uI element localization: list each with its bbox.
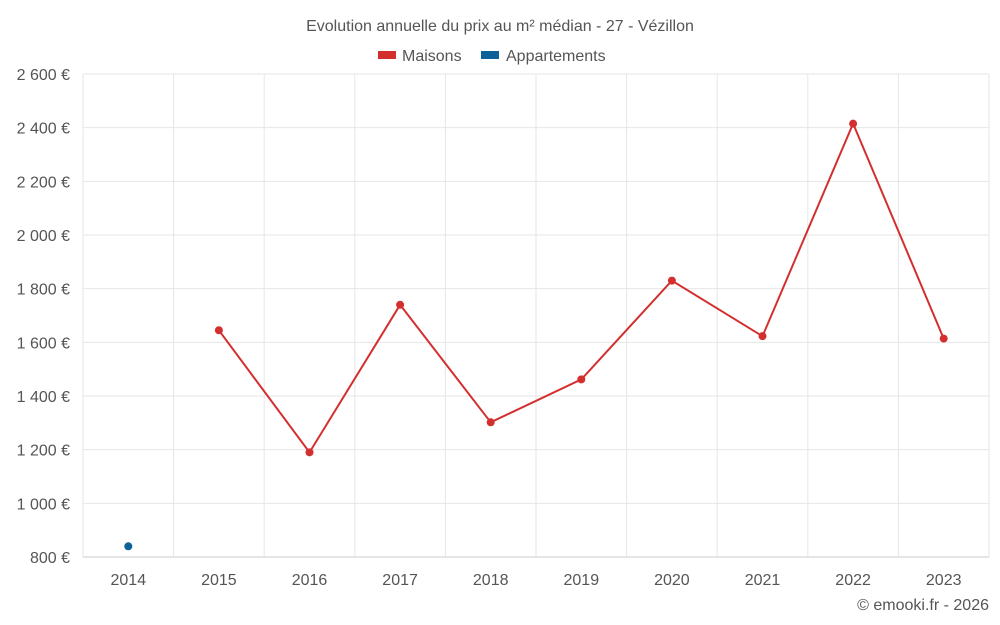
data-point-appartements-2014[interactable] <box>124 542 133 551</box>
legend: Maisons Appartements <box>378 48 606 65</box>
legend-item-appartements[interactable]: Appartements <box>481 48 606 65</box>
data-point-maisons-2023[interactable] <box>939 334 948 343</box>
x-tick-label: 2020 <box>654 572 690 589</box>
data-point-maisons-2020[interactable] <box>667 276 676 285</box>
x-tick-label: 2018 <box>473 572 509 589</box>
y-tick-label: 800 € <box>30 550 70 567</box>
data-point-maisons-2022[interactable] <box>849 119 858 128</box>
data-point-maisons-2017[interactable] <box>396 300 405 309</box>
data-point-maisons-2018[interactable] <box>486 418 495 427</box>
y-tick-label: 1 000 € <box>17 496 70 513</box>
y-tick-label: 1 400 € <box>17 389 70 406</box>
x-tick-label: 2021 <box>745 572 781 589</box>
legend-item-maisons[interactable]: Maisons <box>378 48 462 65</box>
y-tick-label: 2 000 € <box>17 228 70 245</box>
chart-title: Evolution annuelle du prix au m² médian … <box>306 18 694 35</box>
series-line-maisons <box>218 121 945 455</box>
series-layer <box>124 119 948 551</box>
series-appartements <box>124 542 133 551</box>
x-tick-label: 2017 <box>382 572 418 589</box>
vertical-gridlines <box>82 74 990 557</box>
data-point-maisons-2016[interactable] <box>305 448 314 457</box>
y-axis-tick-labels: 800 € 1 000 € 1 200 € 1 400 € 1 600 € 1 800 €… <box>17 67 70 567</box>
legend-label-maisons: Maisons <box>402 48 462 65</box>
legend-swatch-appartements <box>481 51 499 59</box>
credit-text: © emooki.fr - 2026 <box>857 597 989 614</box>
x-tick-label: 2019 <box>564 572 600 589</box>
x-tick-label: 2016 <box>292 572 328 589</box>
y-tick-label: 1 800 € <box>17 282 70 299</box>
y-tick-label: 2 200 € <box>17 174 70 191</box>
legend-swatch-maisons <box>378 51 396 59</box>
y-tick-label: 1 600 € <box>17 335 70 352</box>
data-point-maisons-2021[interactable] <box>758 332 767 341</box>
y-tick-label: 1 200 € <box>17 443 70 460</box>
x-tick-label: 2023 <box>926 572 962 589</box>
data-point-maisons-2019[interactable] <box>577 375 586 384</box>
x-axis-tick-labels: 2014 2015 2016 2017 2018 2019 2020 2021 2022 2023 <box>111 572 962 589</box>
y-tick-label: 2 400 € <box>17 121 70 138</box>
x-tick-label: 2014 <box>111 572 147 589</box>
series-maisons <box>214 119 948 457</box>
x-tick-label: 2015 <box>201 572 237 589</box>
legend-label-appartements: Appartements <box>506 48 606 65</box>
data-point-maisons-2015[interactable] <box>214 326 223 335</box>
y-tick-label: 2 600 € <box>17 67 70 84</box>
x-tick-label: 2022 <box>835 572 871 589</box>
